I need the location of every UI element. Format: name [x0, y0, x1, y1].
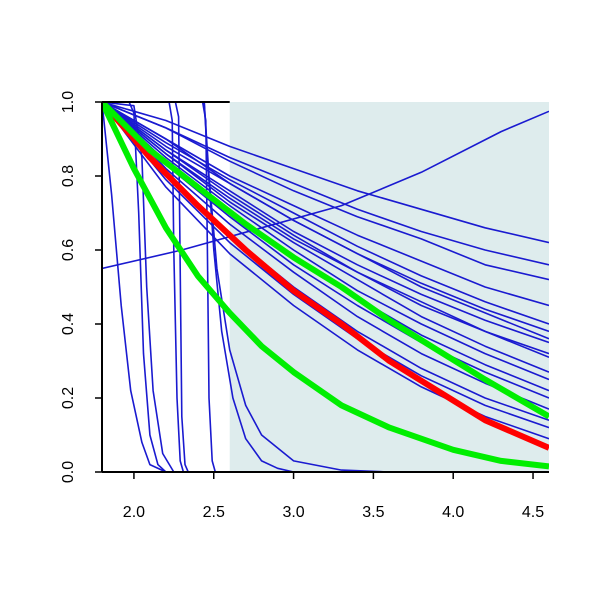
blue-series-line-3 [102, 102, 549, 244]
x-tick-label: 2.0 [123, 504, 145, 521]
blue-series-line-16 [102, 102, 549, 344]
blue-series-line-24 [102, 102, 549, 472]
x-tick-label: 3.5 [362, 504, 384, 521]
y-tick-label: 0.4 [60, 313, 77, 335]
blue-series-line-13 [102, 102, 549, 429]
green-series-line-29 [102, 102, 549, 470]
y-tick-label: 0.8 [60, 165, 77, 187]
red-series-line-27 [102, 102, 549, 451]
y-tick-label: 1.0 [60, 91, 77, 113]
x-tick-label: 2.5 [203, 504, 225, 521]
y-tick-label: 0.0 [60, 461, 77, 483]
blue-series-line-17 [102, 102, 549, 307]
x-tick-label: 4.0 [442, 504, 464, 521]
blue-series-line-6 [102, 102, 549, 325]
y-tick-label: 0.2 [60, 387, 77, 409]
axes-layer: 2.0 2.5 3.0 3.5 4.0 4.5 0.0 0.2 0.4 0.6 0.8 1.0 [60, 91, 549, 521]
green-series-line-28 [102, 102, 549, 420]
blue-series-line-4 [102, 102, 549, 266]
blue-series-line-26 [102, 102, 549, 472]
y-tick-label: 0.6 [60, 239, 77, 261]
x-tick-label: 4.5 [522, 504, 544, 521]
blue-series-line-5 [102, 102, 549, 340]
blue-series-line-23 [102, 102, 549, 472]
blue-series-line-21 [102, 102, 549, 472]
blue-series-line-8 [102, 102, 549, 381]
series-layer [102, 102, 549, 472]
blue-series-line-22 [102, 102, 549, 472]
x-tick-label: 3.0 [282, 504, 304, 521]
blue-series-line-15 [102, 102, 549, 359]
blue-series-line-11 [102, 102, 549, 410]
blue-series-line-19 [102, 102, 549, 472]
